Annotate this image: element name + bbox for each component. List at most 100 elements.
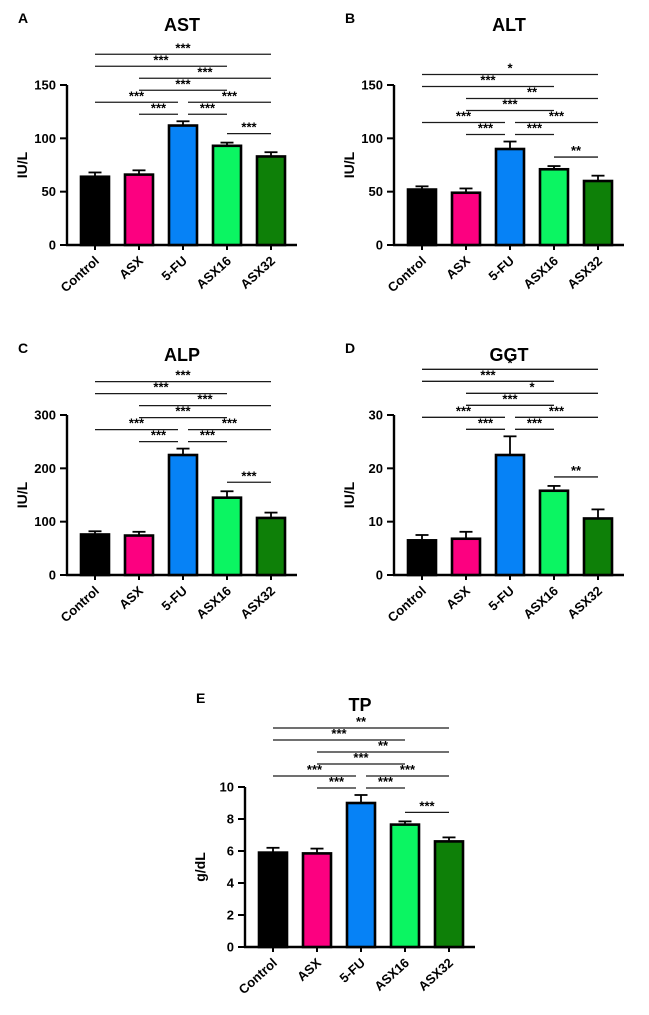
y-axis-title: IU/L <box>14 151 30 178</box>
y-tick-label-300: 300 <box>34 408 56 423</box>
significance-stars: *** <box>478 415 494 430</box>
y-tick-label-150: 150 <box>361 78 383 93</box>
bar-ASX16 <box>389 823 421 949</box>
bar-5-FU <box>345 801 377 949</box>
x-tick-label-ASX16: ASX16 <box>371 955 412 994</box>
x-tick-label-ASX32: ASX32 <box>564 253 605 292</box>
y-tick-label-2: 2 <box>227 908 234 923</box>
significance-stars: *** <box>419 798 435 813</box>
chart-svg-d: D GGT*********** ****** *****0102030IU/LCon… <box>341 340 624 625</box>
bar-Control <box>79 533 111 577</box>
y-tick-label-100: 100 <box>34 514 56 529</box>
x-tick-label-ASX: ASX <box>294 955 324 984</box>
significance-stars: ** <box>356 714 367 729</box>
significance-stars: *** <box>241 468 257 483</box>
chart-svg-b: B ALT************ ****** *****050100150IU/L… <box>341 10 624 295</box>
significance-stars: *** <box>129 88 145 103</box>
bar-Control <box>79 175 111 247</box>
x-tick-label-ASX32: ASX32 <box>237 583 278 622</box>
significance-stars: *** <box>480 367 496 382</box>
significance-stars: *** <box>502 391 518 406</box>
bar-5-FU <box>494 453 526 577</box>
x-tick-label-ASX: ASX <box>443 583 473 612</box>
x-tick-label-ASX32: ASX32 <box>564 583 605 622</box>
significance-stars: *** <box>329 774 345 789</box>
x-tick-label-5-FU: 5-FU <box>486 583 518 613</box>
bar-ASX <box>450 537 482 577</box>
significance-stars: *** <box>175 76 191 91</box>
y-tick-label-4: 4 <box>227 876 235 891</box>
bar-ASX <box>123 534 155 577</box>
significance-stars: *** <box>153 52 169 67</box>
x-tick-label-ASX: ASX <box>116 583 146 612</box>
panel-e-tp: E TP ** *** ** *** *** *** *** *** *** 0 2 4 6 8 10 g/dL C… <box>183 685 503 1010</box>
bar-Control <box>406 188 438 247</box>
x-tick-label-ASX16: ASX16 <box>193 253 234 292</box>
x-tick-label-ASX: ASX <box>443 253 473 282</box>
x-tick-label-5-FU: 5-FU <box>159 583 191 613</box>
bar-ASX32 <box>433 840 465 949</box>
significance-stars: *** <box>153 380 169 395</box>
y-axis-title: IU/L <box>14 481 30 508</box>
y-tick-label-10: 10 <box>369 514 383 529</box>
bar-ASX32 <box>582 179 614 247</box>
y-tick-label-30: 30 <box>369 408 383 423</box>
x-tick-label-ASX16: ASX16 <box>520 253 561 292</box>
chart-svg-e: E TP************* ****** ******0246810g/dLC… <box>192 690 475 997</box>
significance-stars: *** <box>222 88 238 103</box>
x-tick-label-ASX: ASX <box>116 253 146 282</box>
bar-ASX32 <box>582 517 614 577</box>
y-tick-label-50: 50 <box>369 184 383 199</box>
significance-stars: *** <box>241 120 257 135</box>
x-tick-label-ASX16: ASX16 <box>520 583 561 622</box>
x-tick-label-Control: Control <box>236 955 280 997</box>
bar-5-FU <box>167 453 199 577</box>
bar-ASX16 <box>538 167 570 247</box>
y-tick-label-20: 20 <box>369 461 383 476</box>
significance-stars: *** <box>549 109 565 124</box>
x-tick-label-5-FU: 5-FU <box>337 955 369 985</box>
bar-Control <box>257 851 289 949</box>
bar-ASX <box>123 173 155 247</box>
panel-c-alp: C ALP *** *** *** *** *** *** *** *** *** 0 100 200 30… <box>5 335 325 650</box>
panel-title: ALT <box>492 15 526 35</box>
bar-ASX <box>450 191 482 247</box>
significance-stars: *** <box>175 40 191 55</box>
significance-stars: *** <box>378 774 394 789</box>
significance-stars: ** <box>571 143 582 158</box>
significance-stars: *** <box>307 762 323 777</box>
x-tick-label-5-FU: 5-FU <box>486 253 518 283</box>
panel-d-ggt: D GGT * *** * *** *** *** *** *** ** 0 10 20 30 IU/L Con… <box>332 335 649 650</box>
y-tick-label-0: 0 <box>49 238 56 253</box>
significance-stars: *** <box>331 726 347 741</box>
significance-stars: *** <box>480 73 496 88</box>
y-axis-title: IU/L <box>341 151 357 178</box>
x-tick-label-Control: Control <box>385 583 429 625</box>
panel-letter: B <box>345 10 355 26</box>
significance-stars: * <box>529 379 535 394</box>
x-tick-label-ASX32: ASX32 <box>237 253 278 292</box>
bar-Control <box>406 539 438 577</box>
y-tick-label-100: 100 <box>361 131 383 146</box>
y-tick-label-0: 0 <box>49 568 56 583</box>
significance-stars: *** <box>400 762 416 777</box>
significance-stars: *** <box>151 100 167 115</box>
significance-stars: *** <box>549 403 565 418</box>
y-axis-title: g/dL <box>192 852 208 882</box>
panel-b-alt: B ALT * *** ** *** *** *** *** *** ** 0 50 100 150 IU/L… <box>332 5 649 315</box>
bar-ASX32 <box>255 155 287 247</box>
y-tick-label-100: 100 <box>34 131 56 146</box>
panel-title: TP <box>348 695 371 715</box>
bar-ASX16 <box>211 496 243 577</box>
y-tick-label-150: 150 <box>34 78 56 93</box>
panel-a-ast: A AST *** *** *** *** *** *** *** *** *** 0 50 100 150… <box>5 5 325 315</box>
panel-letter: C <box>18 340 28 356</box>
significance-stars: *** <box>175 368 191 383</box>
panel-title: AST <box>164 15 200 35</box>
significance-stars: *** <box>197 392 213 407</box>
significance-stars: *** <box>200 428 216 443</box>
significance-stars: ** <box>527 85 538 100</box>
significance-stars: ** <box>571 463 582 478</box>
panel-letter: E <box>196 690 205 706</box>
